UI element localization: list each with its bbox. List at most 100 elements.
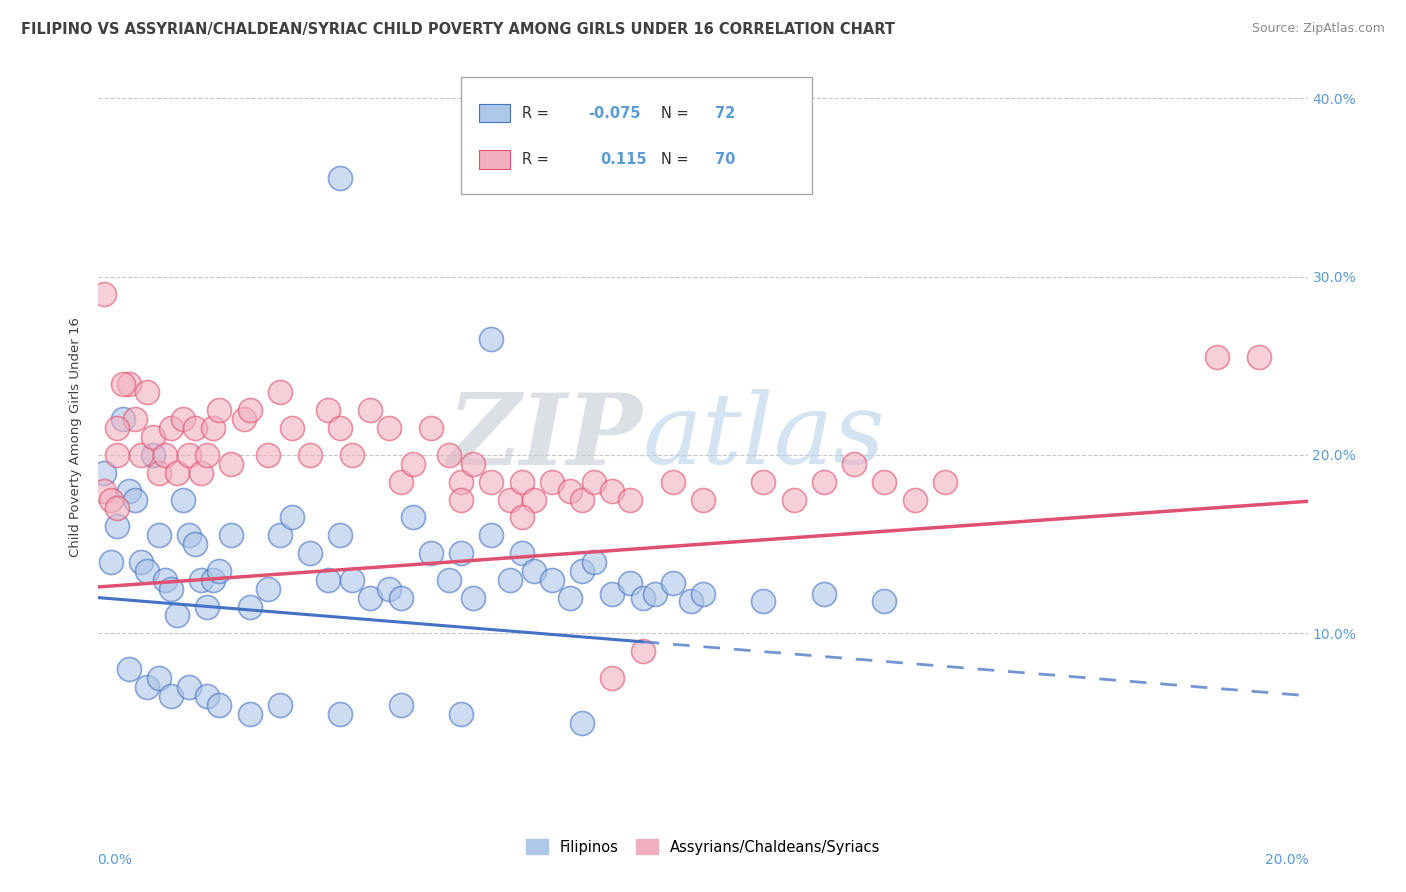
Point xyxy=(510,546,533,560)
Point xyxy=(179,528,201,542)
Point xyxy=(571,715,593,730)
Point xyxy=(105,501,128,516)
Point xyxy=(160,582,183,596)
Point xyxy=(281,510,304,524)
Point xyxy=(420,421,443,435)
Point xyxy=(166,466,188,480)
Point xyxy=(124,412,146,426)
Point xyxy=(160,421,183,435)
Point xyxy=(450,706,472,721)
Point xyxy=(93,483,115,498)
Point xyxy=(904,492,927,507)
Point xyxy=(135,564,157,578)
Point xyxy=(644,587,666,601)
Point xyxy=(481,475,503,489)
Point xyxy=(450,475,472,489)
Point xyxy=(179,448,201,462)
Point xyxy=(510,475,533,489)
Point xyxy=(583,475,606,489)
Point xyxy=(221,457,243,471)
Point xyxy=(571,564,593,578)
Text: 72: 72 xyxy=(716,106,735,121)
Point xyxy=(111,412,134,426)
Point xyxy=(281,421,304,435)
Point xyxy=(498,492,520,507)
Point xyxy=(450,546,472,560)
Point xyxy=(208,403,231,417)
Text: R =: R = xyxy=(522,153,553,168)
Point xyxy=(135,385,157,400)
Legend: Filipinos, Assyrians/Chaldeans/Syriacs: Filipinos, Assyrians/Chaldeans/Syriacs xyxy=(520,833,886,861)
Point xyxy=(450,492,472,507)
Point xyxy=(129,555,152,569)
Point xyxy=(602,671,624,685)
Bar xyxy=(479,103,509,122)
Point xyxy=(135,680,157,694)
Point xyxy=(148,671,170,685)
Point xyxy=(118,483,141,498)
Point xyxy=(239,706,262,721)
Point xyxy=(1249,350,1271,364)
Point xyxy=(105,421,128,435)
Point xyxy=(631,644,654,658)
Point xyxy=(118,662,141,676)
Point xyxy=(184,537,207,551)
Point xyxy=(299,448,322,462)
Point xyxy=(239,599,262,614)
Point xyxy=(172,412,194,426)
Text: Source: ZipAtlas.com: Source: ZipAtlas.com xyxy=(1251,22,1385,36)
Point xyxy=(172,492,194,507)
Point xyxy=(631,591,654,605)
Point xyxy=(190,466,212,480)
Point xyxy=(329,528,352,542)
Point xyxy=(602,587,624,601)
Point xyxy=(360,591,382,605)
Point xyxy=(316,573,339,587)
FancyBboxPatch shape xyxy=(461,78,811,194)
Text: atlas: atlas xyxy=(643,390,886,484)
Point xyxy=(813,587,835,601)
Point xyxy=(498,573,520,587)
Point xyxy=(239,403,262,417)
Point xyxy=(195,448,218,462)
Point xyxy=(934,475,956,489)
Point xyxy=(510,510,533,524)
Point xyxy=(153,448,176,462)
Point xyxy=(1206,350,1229,364)
Y-axis label: Child Poverty Among Girls Under 16: Child Poverty Among Girls Under 16 xyxy=(69,318,83,557)
Point xyxy=(329,706,352,721)
Text: FILIPINO VS ASSYRIAN/CHALDEAN/SYRIAC CHILD POVERTY AMONG GIRLS UNDER 16 CORRELAT: FILIPINO VS ASSYRIAN/CHALDEAN/SYRIAC CHI… xyxy=(21,22,896,37)
Point xyxy=(540,475,562,489)
Bar xyxy=(479,150,509,169)
Point xyxy=(402,510,425,524)
Point xyxy=(179,680,201,694)
Point xyxy=(523,564,546,578)
Point xyxy=(377,421,399,435)
Point xyxy=(873,475,896,489)
Point xyxy=(752,594,775,608)
Point xyxy=(256,582,278,596)
Point xyxy=(269,528,291,542)
Point xyxy=(329,421,352,435)
Point xyxy=(437,448,460,462)
Point xyxy=(148,466,170,480)
Point xyxy=(142,448,165,462)
Point xyxy=(93,287,115,301)
Point xyxy=(100,555,122,569)
Text: 70: 70 xyxy=(716,153,735,168)
Point xyxy=(783,492,806,507)
Text: -0.075: -0.075 xyxy=(588,106,641,121)
Point xyxy=(232,412,254,426)
Point xyxy=(256,448,278,462)
Point xyxy=(873,594,896,608)
Point xyxy=(571,492,593,507)
Point xyxy=(752,475,775,489)
Point xyxy=(111,376,134,391)
Point xyxy=(184,421,207,435)
Point xyxy=(420,546,443,560)
Point xyxy=(269,698,291,712)
Point xyxy=(342,448,364,462)
Point xyxy=(389,698,412,712)
Point xyxy=(402,457,425,471)
Point xyxy=(389,475,412,489)
